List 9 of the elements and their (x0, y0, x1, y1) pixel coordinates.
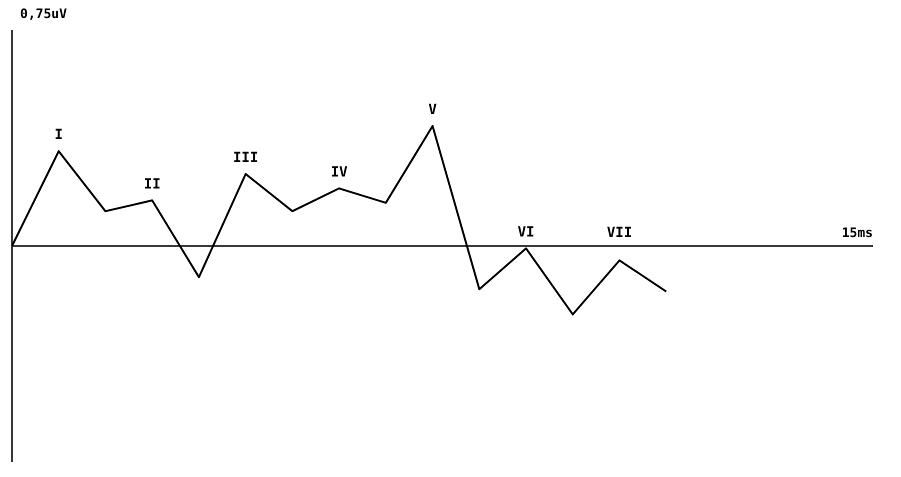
text: 15ms (842, 226, 873, 241)
annotation: IV (330, 164, 348, 180)
annotation: I (54, 127, 63, 144)
annotation: II (144, 176, 161, 192)
text: V (428, 102, 438, 118)
annotation: III (233, 150, 258, 166)
annotation: VI (518, 224, 534, 240)
text: 0,75uV (20, 7, 68, 22)
annotation: VII (606, 225, 632, 241)
